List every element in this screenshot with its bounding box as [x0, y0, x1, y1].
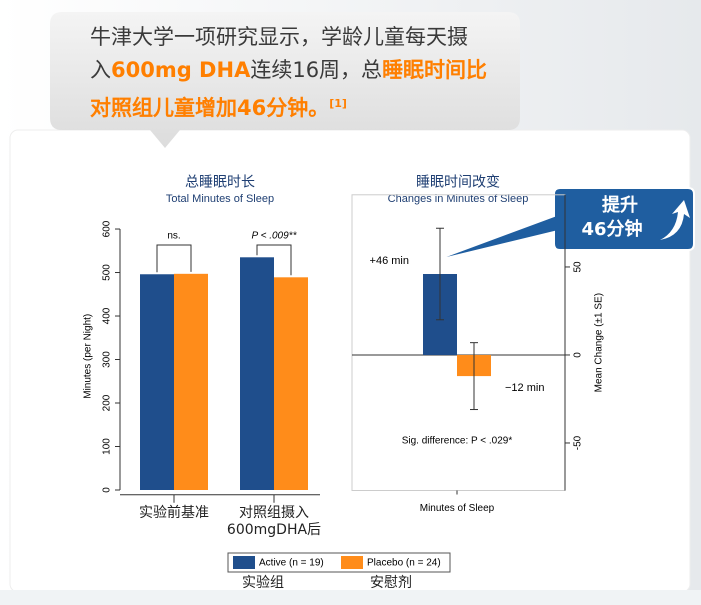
bar [174, 273, 208, 491]
chart-subtitle: Changes in Minutes of Sleep [388, 193, 529, 205]
header-text: 入 [90, 58, 111, 82]
y-tick-label: -50 [573, 435, 584, 450]
legend-swatch [341, 556, 363, 569]
annotation: Sig. difference: P < .029* [402, 436, 513, 447]
value-label: +46 min [370, 255, 409, 267]
badge-text: 46分钟 [581, 219, 643, 240]
y-tick-label: 100 [102, 438, 113, 455]
header-line: 对照组儿童增加46分钟。[1] [90, 88, 347, 124]
header-bubble [50, 12, 520, 148]
y-tick-label: 50 [573, 261, 584, 273]
y-tick-label: 400 [102, 307, 113, 324]
header-text: 600mg DHA [111, 58, 251, 82]
annotation: ns. [167, 231, 180, 242]
bracket [256, 244, 292, 276]
x-axis-label: Minutes of Sleep [420, 503, 495, 514]
bar [240, 257, 274, 491]
header-text: 睡眠时间比 [382, 58, 488, 82]
chart-title: 总睡眠时长 [185, 174, 255, 190]
y-tick-label: 500 [102, 264, 113, 281]
y-tick-label: 0 [102, 487, 113, 493]
legend-label: Active (n = 19) [259, 558, 324, 569]
badge-shape [429, 187, 695, 263]
y-tick-label: 0 [573, 352, 584, 358]
y-tick-label: 300 [102, 351, 113, 368]
legend-box [227, 552, 451, 573]
legend-caption: 安慰剂 [370, 575, 412, 591]
chart-subtitle: Total Minutes of Sleep [166, 193, 274, 205]
header-text: [1] [329, 97, 347, 110]
header-line: 入600mg DHA连续16周，总睡眠时间比 [90, 55, 487, 86]
badge-text: 提升 [602, 195, 638, 216]
legend-label: Placebo (n = 24) [367, 558, 441, 569]
x-tick-label: 对照组摄入 600mgDHA后 [226, 504, 322, 538]
bracket [156, 244, 192, 273]
header-line: 牛津大学一项研究显示，学龄儿童每天摄 [90, 22, 468, 53]
y-tick-label: 200 [102, 394, 113, 411]
bar [140, 274, 174, 491]
header-text: 连续16周，总 [250, 58, 383, 82]
y-axis-label: Mean Change (±1 SE) [594, 293, 605, 392]
y-tick-label: 600 [102, 220, 113, 237]
x-tick-label: 实验前基准 [139, 504, 209, 521]
y-axis-label: Minutes (per Night) [83, 314, 94, 399]
legend-swatch [233, 556, 255, 569]
value-label: −12 min [505, 382, 544, 394]
header-text: 牛津大学一项研究显示，学龄儿童每天摄 [90, 25, 468, 49]
bar [274, 277, 308, 491]
badge-arrow [660, 200, 690, 240]
chart-title: 睡眠时间改变 [416, 174, 500, 190]
header-text: 对照组儿童增加46分钟。 [90, 96, 330, 120]
annotation: P < .009** [252, 231, 298, 242]
legend-caption: 实验组 [242, 575, 284, 591]
bottom-strip [0, 590, 701, 605]
